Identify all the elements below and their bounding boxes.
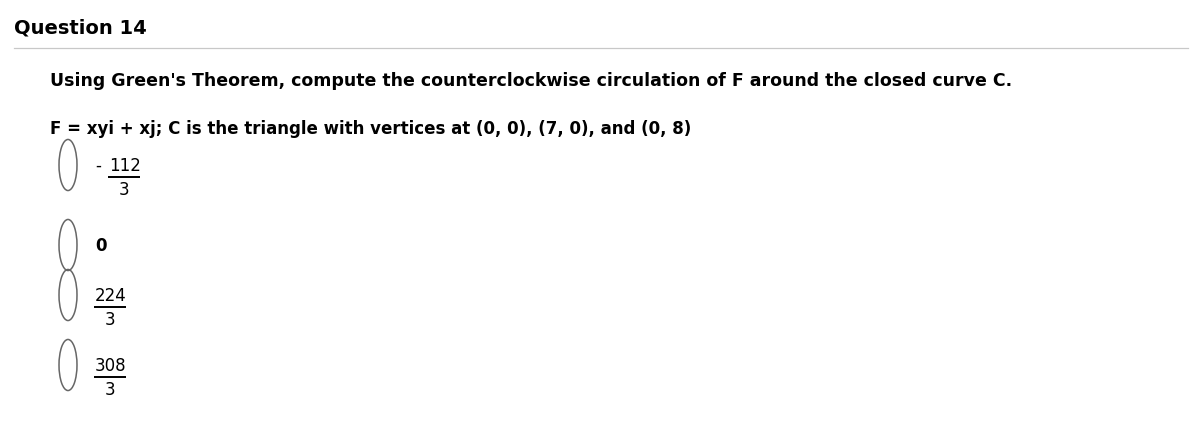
Text: 0: 0 xyxy=(95,237,107,255)
Text: 3: 3 xyxy=(104,381,115,399)
Text: 3: 3 xyxy=(119,181,130,199)
Text: 3: 3 xyxy=(104,311,115,329)
Text: Using Green's Theorem, compute the counterclockwise circulation of F around the : Using Green's Theorem, compute the count… xyxy=(50,72,1012,90)
Text: 112: 112 xyxy=(109,157,140,175)
Text: 308: 308 xyxy=(95,357,127,375)
Text: 224: 224 xyxy=(95,287,127,305)
Text: -: - xyxy=(95,157,101,175)
Text: Question 14: Question 14 xyxy=(14,18,146,37)
Text: F = xyi + xj; C is the triangle with vertices at (0, 0), (7, 0), and (0, 8): F = xyi + xj; C is the triangle with ver… xyxy=(50,120,691,138)
